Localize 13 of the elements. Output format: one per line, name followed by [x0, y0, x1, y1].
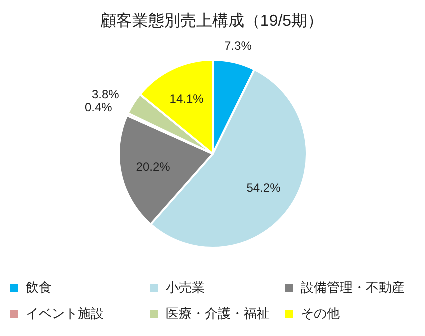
legend-label: 飲食: [26, 280, 52, 295]
legend-label: イベント施設: [26, 306, 104, 321]
legend-label: 設備管理・不動産: [301, 280, 405, 295]
legend-label: その他: [301, 306, 340, 321]
data-label: 0.4%: [84, 100, 113, 114]
chart-title: 顧客業態別売上構成（19/5期）: [100, 12, 324, 30]
data-label: 20.2%: [136, 160, 171, 174]
legend-label: 医療・介護・福祉: [166, 306, 270, 321]
data-label: 14.1%: [170, 92, 204, 106]
data-label: 3.8%: [92, 88, 120, 102]
data-label: 54.2%: [246, 181, 282, 196]
legend-label: 小売業: [166, 280, 205, 295]
data-label: 7.3%: [224, 38, 252, 53]
